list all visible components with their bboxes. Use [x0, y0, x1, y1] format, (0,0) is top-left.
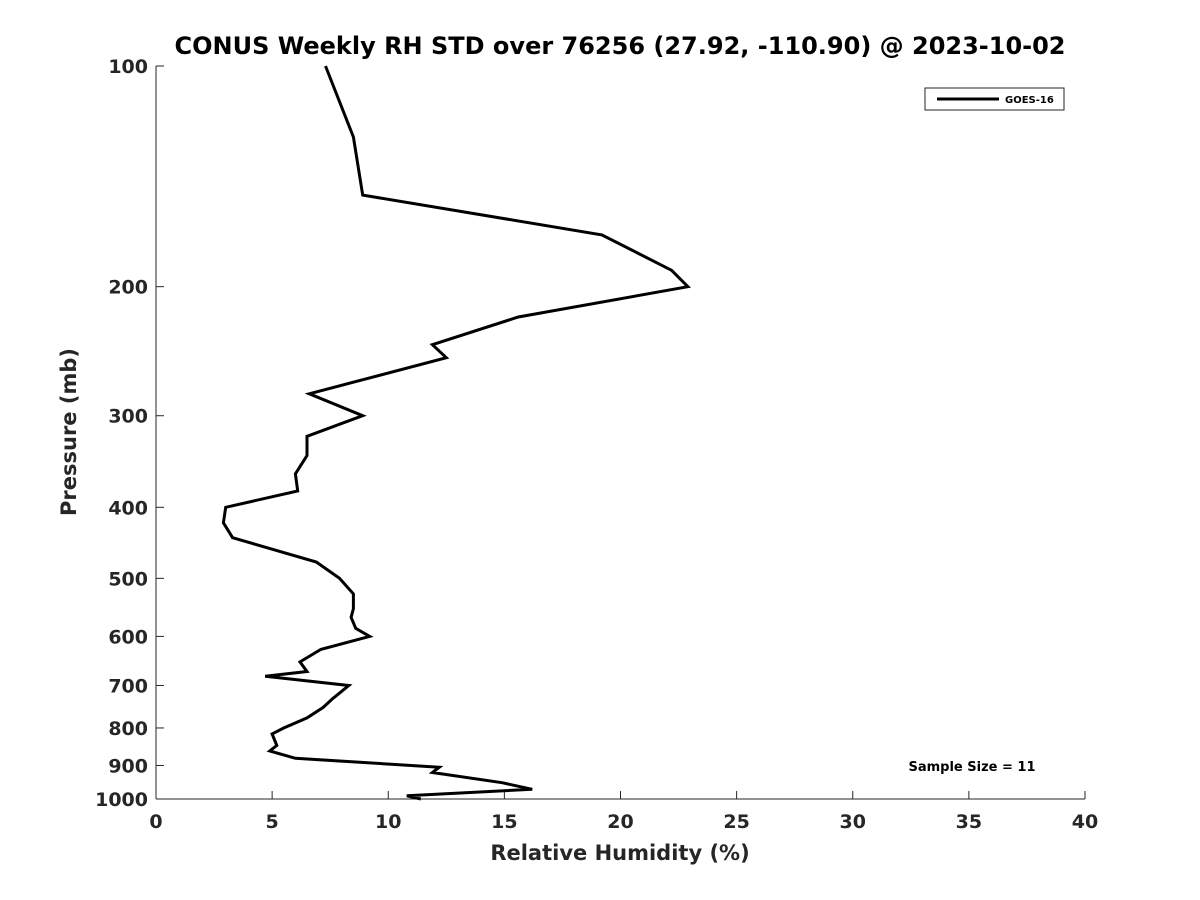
x-tick-label: 20 [607, 811, 633, 833]
x-tick-label: 35 [956, 811, 982, 833]
x-ticks: 0 5 10 15 20 25 30 35 40 [149, 791, 1098, 833]
series-line [221, 65, 691, 801]
y-tick-label: 200 [108, 277, 148, 299]
y-tick-label: 500 [108, 568, 148, 590]
y-tick-label: 800 [108, 718, 148, 740]
x-tick-label: 40 [1072, 811, 1098, 833]
legend: GOES-16 [924, 87, 1065, 111]
y-ticks: 100 200 300 400 500 600 700 800 900 1000 [95, 56, 164, 811]
x-tick-label: 15 [491, 811, 517, 833]
legend-label: GOES-16 [1005, 95, 1054, 106]
series-layer [221, 65, 691, 801]
x-tick-label: 0 [149, 811, 162, 833]
chart-title: CONUS Weekly RH STD over 76256 (27.92, -… [174, 32, 1065, 60]
x-tick-label: 5 [266, 811, 279, 833]
y-tick-label: 400 [108, 497, 148, 519]
y-tick-label: 900 [108, 755, 148, 777]
y-tick-label: 100 [108, 56, 148, 78]
x-tick-label: 25 [723, 811, 749, 833]
x-tick-label: 10 [375, 811, 401, 833]
y-tick-label: 1000 [95, 789, 148, 811]
y-axis-label: Pressure (mb) [57, 348, 81, 516]
y-tick-label: 300 [108, 406, 148, 428]
y-tick-label: 700 [108, 675, 148, 697]
x-tick-label: 30 [840, 811, 866, 833]
y-tick-label: 600 [108, 626, 148, 648]
x-axis-label: Relative Humidity (%) [490, 841, 749, 865]
sample-size-note: Sample Size = 11 [908, 760, 1035, 775]
plot-area: 0 5 10 15 20 25 30 35 40 100 200 300 400 500 600 700 80… [95, 56, 1098, 833]
